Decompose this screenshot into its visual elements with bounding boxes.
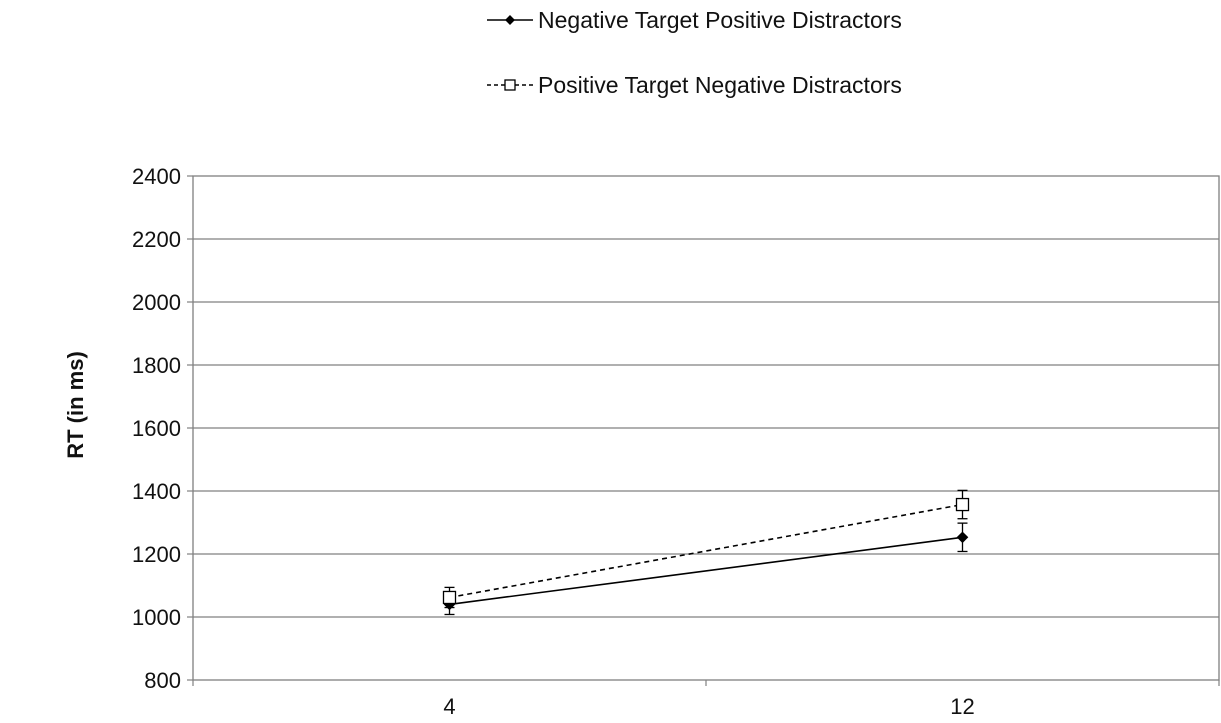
x-axis: 4 12 xyxy=(192,680,1220,719)
legend-label: Negative Target Positive Distractors xyxy=(538,7,902,33)
series-line xyxy=(449,536,963,606)
y-tick-label: 1200 xyxy=(132,542,181,567)
y-tick-label: 1800 xyxy=(132,353,181,378)
series-1 xyxy=(444,522,968,616)
x-tick-label: 12 xyxy=(950,694,974,719)
data-point xyxy=(955,497,970,512)
series-2 xyxy=(444,489,968,609)
y-tick-label: 2200 xyxy=(132,227,181,252)
legend: Negative Target Positive Distractors Posi… xyxy=(487,7,902,98)
y-tick-label: 2000 xyxy=(132,290,181,315)
data-point xyxy=(442,590,457,605)
y-axis-title: RT (in ms) xyxy=(63,351,88,459)
series-2-points xyxy=(442,497,970,605)
legend-item-1: Negative Target Positive Distractors xyxy=(487,7,902,33)
legend-marker xyxy=(505,15,515,25)
legend-label: Positive Target Negative Distractors xyxy=(538,72,902,98)
y-axis: 800 1000 1200 1400 1600 1800 2000 2200 2400 xyxy=(132,164,193,693)
y-tick-label: 1400 xyxy=(132,479,181,504)
legend-marker xyxy=(504,79,516,91)
y-tick-label: 1600 xyxy=(132,416,181,441)
y-tick-label: 1000 xyxy=(132,605,181,630)
legend-item-2: Positive Target Negative Distractors xyxy=(487,72,902,98)
y-tick-label: 800 xyxy=(144,668,181,693)
y-tick-label: 2400 xyxy=(132,164,181,189)
x-tick-label: 4 xyxy=(443,694,455,719)
gridlines xyxy=(193,238,1219,618)
data-point xyxy=(956,531,969,544)
series-layer xyxy=(442,489,970,616)
series-line xyxy=(449,503,963,599)
series-1-points xyxy=(443,531,969,611)
